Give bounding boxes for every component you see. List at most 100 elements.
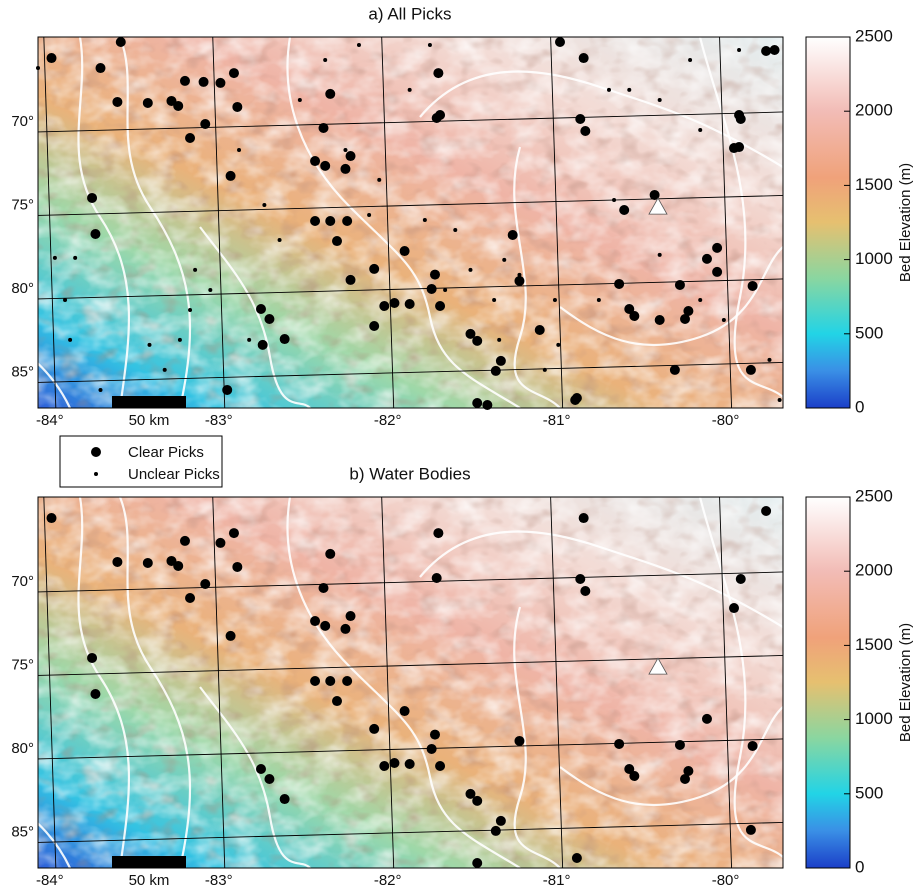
unclear-pick [698, 298, 702, 302]
clear-pick [47, 53, 57, 63]
unclear-pick [698, 128, 702, 132]
lon-tick-label: -81° [543, 872, 571, 888]
unclear-pick [367, 213, 371, 217]
clear-pick [185, 133, 195, 143]
clear-pick [180, 76, 190, 86]
legend-clear-marker [91, 447, 101, 457]
clear-pick [575, 574, 585, 584]
lat-tick-label: 70° [11, 113, 34, 130]
unclear-pick [278, 238, 282, 242]
clear-pick [580, 126, 590, 136]
clear-pick [680, 774, 690, 784]
clear-pick [734, 110, 744, 120]
clear-pick [256, 304, 266, 314]
unclear-pick [178, 338, 182, 342]
unclear-pick [237, 148, 241, 152]
lon-tick-label: -84° [36, 872, 64, 888]
clear-pick [320, 621, 330, 631]
lat-tick-label: 70° [11, 573, 34, 590]
clear-pick [116, 37, 126, 47]
clear-pick [389, 758, 399, 768]
clear-pick [702, 714, 712, 724]
lat-tick-label: 75° [11, 196, 34, 213]
lon-tick-label: -82° [374, 872, 402, 888]
clear-pick [570, 395, 580, 405]
clear-pick [325, 549, 335, 559]
colorbar-tick-label: 1000 [855, 249, 893, 268]
clear-pick [112, 557, 122, 567]
clear-pick [435, 761, 445, 771]
clear-pick [258, 340, 268, 350]
unclear-pick [163, 368, 167, 372]
clear-pick [320, 161, 330, 171]
lon-tick-label: -81° [543, 412, 571, 429]
clear-pick [433, 68, 443, 78]
clear-pick [430, 270, 440, 280]
clear-pick [318, 123, 328, 133]
clear-pick [200, 119, 210, 129]
clear-pick [346, 275, 356, 285]
clear-pick [143, 98, 153, 108]
unclear-pick [737, 48, 741, 52]
legend-unclear-marker [94, 472, 98, 476]
clear-pick [332, 236, 342, 246]
clear-pick [770, 45, 780, 55]
clear-pick [173, 561, 183, 571]
clear-pick [264, 774, 274, 784]
clear-pick [173, 101, 183, 111]
colorbar-tick-label: 500 [855, 783, 883, 802]
colorbar-tick-label: 1000 [855, 709, 893, 728]
unclear-pick [357, 43, 361, 47]
clear-pick [87, 653, 97, 663]
colorbar-tick-label: 2500 [855, 26, 893, 45]
clear-pick [400, 246, 410, 256]
clear-pick [746, 825, 756, 835]
unclear-pick [323, 58, 327, 62]
clear-pick [472, 398, 482, 408]
clear-pick [405, 759, 415, 769]
unclear-pick [597, 298, 601, 302]
colorbar-tick-label: 2000 [855, 561, 893, 580]
clear-pick [614, 279, 624, 289]
clear-pick [232, 102, 242, 112]
unclear-pick [778, 398, 782, 402]
unclear-pick [377, 178, 381, 182]
clear-pick [310, 156, 320, 166]
clear-pick [340, 164, 350, 174]
unclear-pick [68, 338, 72, 342]
clear-pick [491, 366, 501, 376]
clear-pick [746, 365, 756, 375]
clear-pick [575, 114, 585, 124]
lat-tick-label: 85° [11, 823, 34, 840]
clear-pick [675, 740, 685, 750]
unclear-pick [543, 368, 547, 372]
clear-pick [729, 603, 739, 613]
unclear-pick [443, 288, 447, 292]
clear-pick [342, 216, 352, 226]
clear-pick [629, 311, 639, 321]
clear-pick [369, 321, 379, 331]
clear-pick [508, 230, 518, 240]
clear-pick [472, 796, 482, 806]
colorbar-tick-label: 500 [855, 323, 883, 342]
clear-pick [226, 631, 236, 641]
clear-pick [346, 611, 356, 621]
clear-pick [655, 315, 665, 325]
unclear-pick [36, 66, 40, 70]
unclear-pick [408, 88, 412, 92]
unclear-pick [497, 338, 501, 342]
clear-pick [369, 724, 379, 734]
clear-pick [346, 151, 356, 161]
legend-label: Unclear Picks [128, 466, 220, 483]
clear-pick [232, 562, 242, 572]
clear-pick [90, 689, 100, 699]
relief-light [38, 37, 783, 408]
unclear-pick [453, 228, 457, 232]
clear-pick [614, 739, 624, 749]
unclear-pick [53, 256, 57, 260]
clear-pick [496, 816, 506, 826]
clear-pick [748, 741, 758, 751]
clear-pick [712, 267, 722, 277]
unclear-pick [556, 343, 560, 347]
